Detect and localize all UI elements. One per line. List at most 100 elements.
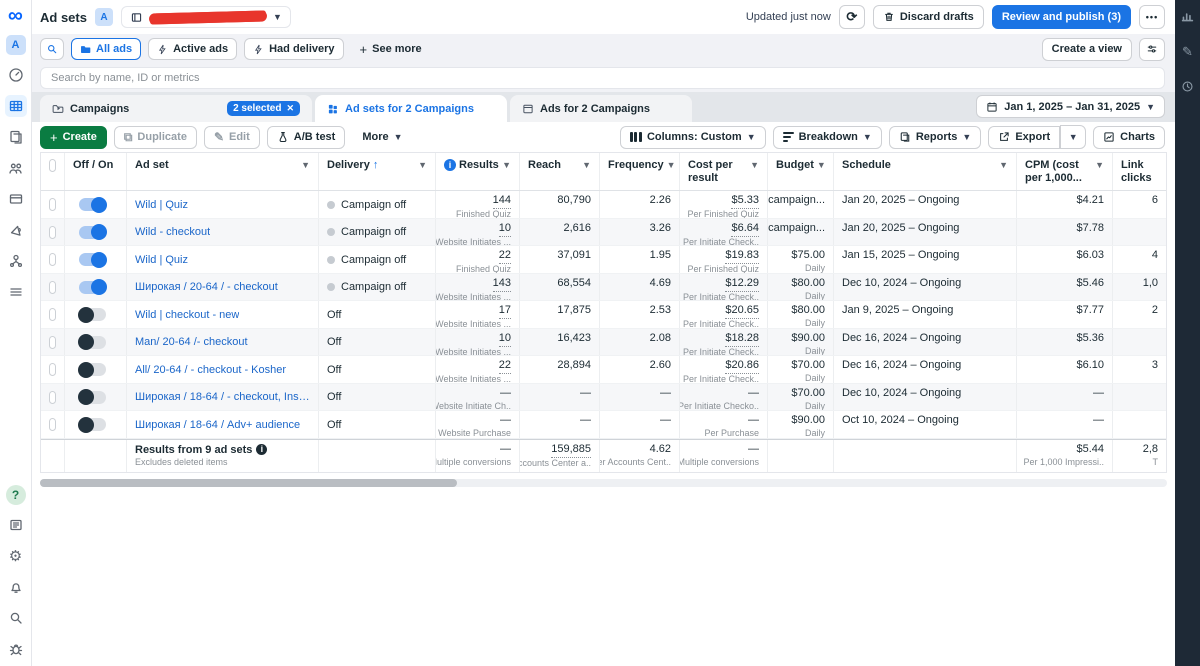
- header-results[interactable]: i Results ▼: [436, 153, 520, 191]
- header-cost-per-result[interactable]: Cost per result ▼: [680, 153, 768, 191]
- filter-see-more[interactable]: + See more: [359, 41, 422, 57]
- search-icon[interactable]: [5, 607, 27, 629]
- trash-icon: [884, 12, 893, 21]
- select-all-checkbox[interactable]: [49, 159, 56, 172]
- discard-drafts-button[interactable]: Discard drafts: [872, 5, 984, 29]
- edit-pencil-icon[interactable]: ✎: [1182, 44, 1193, 59]
- ads-manager-home-icon[interactable]: [5, 64, 27, 86]
- row-checkbox[interactable]: [49, 363, 56, 377]
- audiences-icon[interactable]: [5, 157, 27, 179]
- summary-row: Results from 9 ad sets i Excludes deleted…: [41, 438, 1166, 473]
- view-settings-sliders-icon[interactable]: [1139, 37, 1165, 61]
- info-icon: i: [256, 444, 268, 456]
- row-toggle[interactable]: [79, 251, 107, 268]
- filter-active-ads[interactable]: Active ads: [148, 38, 238, 60]
- ad-set-name-link[interactable]: All/ 20-64 / - checkout - Kosher: [135, 363, 287, 376]
- settings-gear-icon[interactable]: ⚙: [8, 547, 23, 565]
- row-toggle[interactable]: [78, 306, 106, 323]
- performance-chart-icon[interactable]: [1181, 10, 1194, 23]
- row-toggle[interactable]: [79, 196, 107, 213]
- header-budget[interactable]: Budget ▼: [768, 153, 834, 191]
- row-checkbox[interactable]: [49, 253, 56, 267]
- create-a-view-button[interactable]: Create a view: [1041, 37, 1132, 61]
- row-checkbox[interactable]: [49, 308, 56, 322]
- row-toggle[interactable]: [78, 389, 106, 406]
- charts-button[interactable]: Charts: [1093, 125, 1165, 149]
- chevron-down-icon: ▼: [1146, 101, 1155, 112]
- more-button[interactable]: More ▼: [352, 126, 412, 149]
- breakdown-button[interactable]: Breakdown ▼: [772, 125, 882, 149]
- billing-icon[interactable]: [5, 188, 27, 210]
- ad-set-name-link[interactable]: Wild | Quiz: [135, 198, 188, 211]
- business-badge[interactable]: A: [94, 8, 113, 26]
- row-toggle[interactable]: [78, 361, 106, 378]
- header-link-clicks[interactable]: Link clicks: [1121, 159, 1152, 184]
- business-structure-icon[interactable]: [5, 250, 27, 272]
- ad-account-selector[interactable]: ▼: [120, 6, 291, 28]
- refresh-button[interactable]: ⟳: [838, 5, 865, 29]
- search-input[interactable]: [40, 67, 1165, 89]
- header-cpm[interactable]: CPM (cost per 1,000... ▼: [1017, 153, 1113, 191]
- reports-pages-icon[interactable]: [5, 126, 27, 148]
- filter-had-delivery[interactable]: Had delivery: [244, 38, 344, 60]
- row-checkbox[interactable]: [49, 335, 56, 349]
- row-toggle[interactable]: [79, 279, 107, 296]
- ad-set-name-link[interactable]: Широкая / 18-64 / - checkout, Insta+Ipho…: [135, 391, 310, 404]
- edit-button[interactable]: ✎ Edit: [203, 125, 260, 149]
- header-reach[interactable]: Reach ▼: [520, 153, 600, 191]
- row-toggle[interactable]: [78, 334, 106, 351]
- folder-icon: [81, 45, 91, 53]
- all-tools-menu-icon[interactable]: [5, 281, 27, 303]
- review-and-publish-button[interactable]: Review and publish (3): [991, 5, 1131, 29]
- table-row: Широкая / 20-64 / - checkout Campaign of…: [41, 273, 1166, 302]
- table-row: Wild | Quiz Campaign off 144 Finished Qui…: [41, 191, 1166, 219]
- ad-set-name-link[interactable]: Wild - checkout: [135, 226, 211, 239]
- filter-all-ads[interactable]: All ads: [71, 38, 142, 60]
- ad-set-name-link[interactable]: Широкая / 18-64 / Adv+ audience: [135, 418, 301, 431]
- history-clock-icon[interactable]: [1181, 80, 1194, 93]
- duplicate-button[interactable]: ⧉ Duplicate: [113, 125, 197, 149]
- ad-set-name-link[interactable]: Широкая / 20-64 / - checkout: [135, 281, 278, 294]
- horizontal-scrollbar[interactable]: [40, 478, 1167, 487]
- tab-campaigns[interactable]: Campaigns 2 selected ✕: [40, 95, 312, 122]
- ad-set-name-link[interactable]: Wild | checkout - new: [135, 308, 240, 321]
- clear-selection-icon[interactable]: ✕: [286, 103, 294, 113]
- more-options-button[interactable]: •••: [1139, 5, 1165, 29]
- filter-search-button[interactable]: [40, 38, 64, 60]
- export-dropdown-button[interactable]: ▼: [1060, 125, 1087, 149]
- tab-ads[interactable]: Ads for 2 Campaigns: [510, 95, 692, 122]
- reports-button[interactable]: Reports ▼: [888, 125, 982, 149]
- header-frequency[interactable]: Frequency ▼: [600, 153, 680, 191]
- create-button[interactable]: + Create: [40, 125, 107, 149]
- row-checkbox[interactable]: [49, 280, 56, 294]
- header-off-on: Off / On: [65, 153, 127, 191]
- tab-ad-sets[interactable]: Ad sets for 2 Campaigns: [315, 95, 507, 122]
- ad-set-name-link[interactable]: Wild | Quiz: [135, 253, 188, 266]
- date-range-selector[interactable]: Jan 1, 2025 – Jan 31, 2025 ▼: [976, 95, 1165, 118]
- row-toggle[interactable]: [78, 416, 106, 433]
- row-checkbox[interactable]: [49, 418, 56, 432]
- account-avatar[interactable]: A: [5, 35, 26, 55]
- updated-status: Updated just now: [745, 11, 831, 23]
- export-button[interactable]: Export: [988, 125, 1061, 149]
- columns-button[interactable]: Columns: Custom ▼: [619, 125, 766, 149]
- calendar-icon: [987, 102, 997, 112]
- row-checkbox[interactable]: [49, 225, 56, 239]
- help-icon[interactable]: ?: [5, 485, 26, 505]
- table-row: Man/ 20-64 /- checkout Off 10 Website Ini…: [41, 328, 1166, 357]
- header-schedule[interactable]: Schedule ▼: [834, 153, 1017, 191]
- notifications-bell-icon[interactable]: [5, 576, 27, 598]
- ad-set-name-link[interactable]: Man/ 20-64 /- checkout: [135, 336, 248, 349]
- whats-new-icon[interactable]: [5, 514, 27, 536]
- campaigns-selected-badge[interactable]: 2 selected ✕: [227, 101, 300, 116]
- scrollbar-thumb[interactable]: [40, 478, 457, 487]
- row-checkbox[interactable]: [49, 390, 56, 404]
- row-checkbox[interactable]: [49, 198, 56, 212]
- row-toggle[interactable]: [79, 224, 107, 241]
- bug-report-icon[interactable]: [5, 638, 27, 660]
- header-delivery[interactable]: Delivery ↑ ▼: [319, 153, 436, 191]
- ab-test-button[interactable]: A/B test: [266, 125, 346, 149]
- campaigns-table-icon[interactable]: [4, 95, 27, 117]
- header-ad-set[interactable]: Ad set ▼: [127, 153, 319, 191]
- ads-megaphone-icon[interactable]: [5, 219, 27, 241]
